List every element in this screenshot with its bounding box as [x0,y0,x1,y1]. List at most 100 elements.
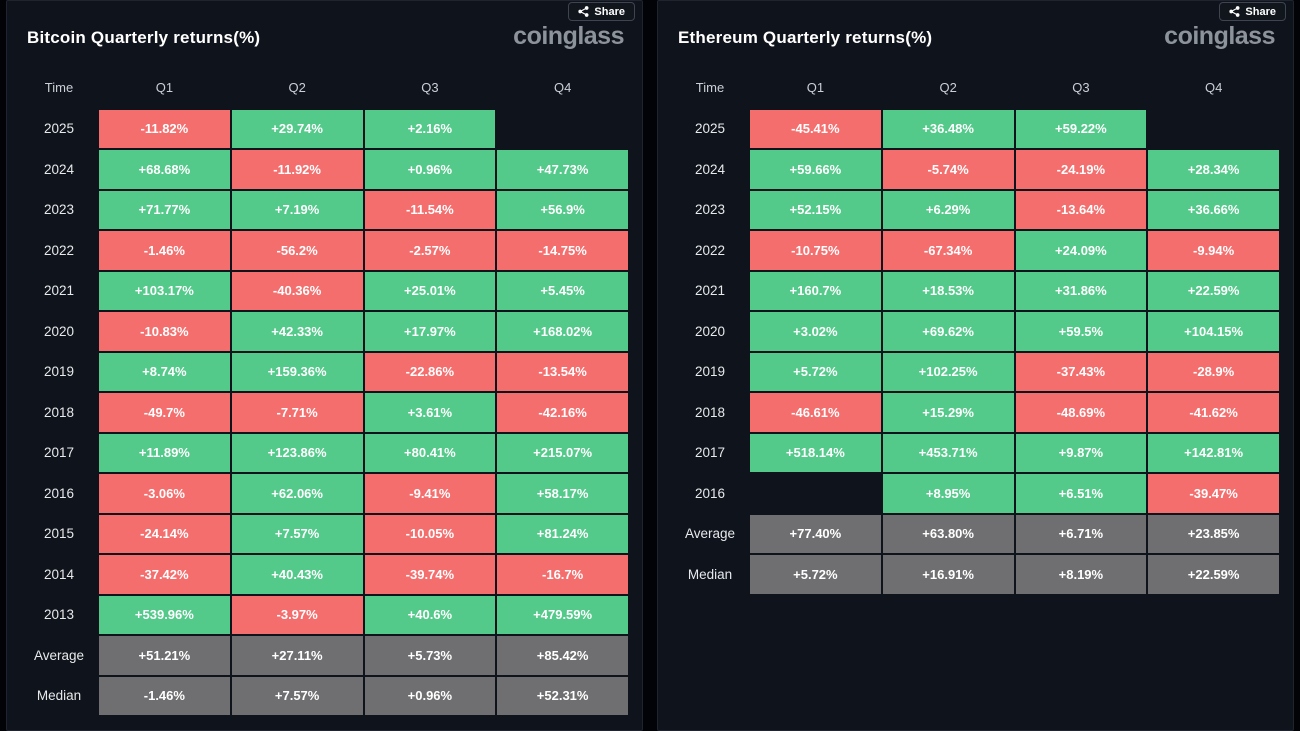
value-cell: +40.43% [231,555,363,594]
value-cell: +29.74% [231,109,363,148]
table-row: 2013 +539.96% -3.97% +40.6% +479.59% [21,595,628,634]
value-cell: -5.74% [882,150,1014,189]
value-cell: +81.24% [497,514,628,553]
value-cell: -13.64% [1015,190,1147,229]
value-cell: -24.19% [1015,150,1147,189]
value-cell: +453.71% [882,433,1014,472]
value-cell: +8.74% [99,352,230,391]
table-row: 2014 -37.42% +40.43% -39.74% -16.7% [21,555,628,594]
value-cell: +6.51% [1015,474,1147,513]
table-row: 2018 -49.7% -7.71% +3.61% -42.16% [21,393,628,432]
table-row: 2022 -1.46% -56.2% -2.57% -14.75% [21,231,628,270]
share-button[interactable]: Share [568,2,635,21]
value-cell: -48.69% [1015,393,1147,432]
value-cell: +7.57% [231,676,363,715]
table-header-row: Time Q1 Q2 Q3 Q4 [672,70,1279,106]
page-title: Ethereum Quarterly returns(%) [678,27,933,47]
table-row: 2018 -46.61% +15.29% -48.69% -41.62% [672,393,1279,432]
table-row: 2024 +68.68% -11.92% +0.96% +47.73% [21,150,628,189]
column-header: Q2 [288,80,306,95]
value-cell: -1.46% [99,231,230,270]
value-cell: -37.42% [99,555,230,594]
row-label: 2019 [694,364,726,380]
coinglass-logo: coinglass [1164,22,1275,50]
table-row: 2020 +3.02% +69.62% +59.5% +104.15% [672,312,1279,351]
value-cell: +6.29% [882,190,1014,229]
value-cell: -22.86% [364,352,496,391]
value-cell: +42.33% [231,312,363,351]
share-icon [578,6,589,17]
value-cell: +104.15% [1148,312,1279,351]
value-cell: +8.95% [882,474,1014,513]
share-button[interactable]: Share [1219,2,1286,21]
value-cell: -11.92% [231,150,363,189]
value-cell: -10.83% [99,312,230,351]
column-header: Q3 [1072,80,1090,95]
value-cell: -13.54% [497,352,628,391]
row-label: 2023 [43,202,75,218]
row-label: 2024 [43,161,75,177]
value-cell: +62.06% [231,474,363,513]
table-row: 2019 +5.72% +102.25% -37.43% -28.9% [672,352,1279,391]
value-cell: +31.86% [1015,271,1147,310]
value-cell: +51.21% [99,636,230,675]
row-label: 2019 [43,364,75,380]
value-cell: +159.36% [231,352,363,391]
table-row: 2025 -45.41% +36.48% +59.22% [672,109,1279,148]
value-cell: +28.34% [1148,150,1279,189]
value-cell: +123.86% [231,433,363,472]
value-cell: +63.80% [882,514,1014,553]
value-cell: +27.11% [231,636,363,675]
value-cell: -28.9% [1148,352,1279,391]
table-body: 2025 -45.41% +36.48% +59.22% 2024 +59.66% -5.7… [672,109,1279,594]
value-cell: -42.16% [497,393,628,432]
value-cell: +102.25% [882,352,1014,391]
table-row: 2016 -3.06% +62.06% -9.41% +58.17% [21,474,628,513]
value-cell: -37.43% [1015,352,1147,391]
table-row: 2021 +160.7% +18.53% +31.86% +22.59% [672,271,1279,310]
column-header: Q1 [155,80,174,95]
value-cell: +7.57% [231,514,363,553]
row-label: Median [36,688,82,704]
table-row: 2016 +8.95% +6.51% -39.47% [672,474,1279,513]
table-body: 2025 -11.82% +29.74% +2.16% 2024 +68.68% -11.9… [21,109,628,715]
value-cell: +518.14% [750,433,881,472]
value-cell: -45.41% [750,109,881,148]
column-header: Q4 [1204,80,1223,95]
value-cell: +25.01% [364,271,496,310]
value-cell: +22.59% [1148,271,1279,310]
value-cell: +5.73% [364,636,496,675]
coinglass-logo: coinglass [513,22,624,50]
row-label: 2017 [694,445,726,461]
row-label: 2022 [694,242,726,258]
value-cell: -49.7% [99,393,230,432]
value-cell: +52.15% [750,190,881,229]
value-cell: -46.61% [750,393,881,432]
value-cell: -39.74% [364,555,496,594]
row-label: 2016 [694,485,726,501]
value-cell: +215.07% [497,433,628,472]
share-label: Share [1245,5,1276,18]
value-cell: +142.81% [1148,433,1279,472]
value-cell: +11.89% [99,433,230,472]
row-label: Average [684,526,736,542]
value-cell: +168.02% [497,312,628,351]
row-label: 2018 [43,404,75,420]
value-cell: +77.40% [750,514,881,553]
panel-header: Bitcoin Quarterly returns(%) coinglass [7,1,642,48]
value-cell: +59.66% [750,150,881,189]
table-row: 2023 +52.15% +6.29% -13.64% +36.66% [672,190,1279,229]
value-cell: -3.97% [231,595,363,634]
returns-table: Time Q1 Q2 Q3 Q4 2025 -11.82% +29.74% +2.16% 202… [7,70,642,715]
ethereum-panel: Share Ethereum Quarterly returns(%) coin… [657,0,1294,731]
column-header: Q1 [806,80,825,95]
value-cell: -41.62% [1148,393,1279,432]
value-cell: +18.53% [882,271,1014,310]
value-cell: +80.41% [364,433,496,472]
value-cell: -14.75% [497,231,628,270]
column-header: Time [695,80,725,95]
value-cell: +15.29% [882,393,1014,432]
value-cell: -39.47% [1148,474,1279,513]
value-cell: +85.42% [497,636,628,675]
